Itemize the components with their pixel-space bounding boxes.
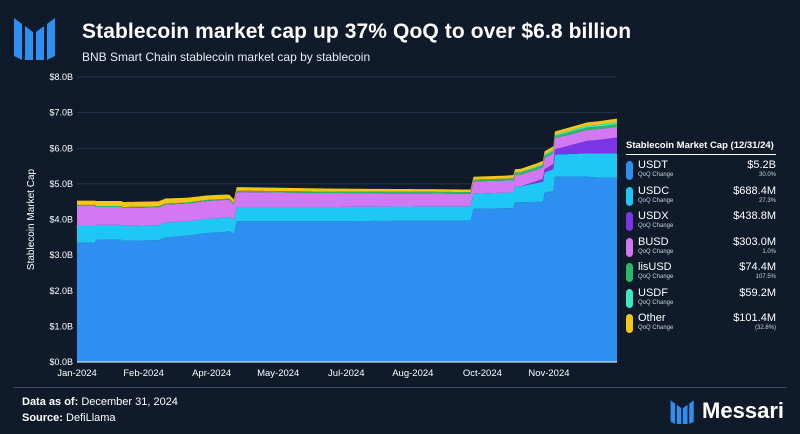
legend-name: Other	[638, 312, 666, 324]
y-tick-label: $4.0B	[49, 215, 73, 225]
legend-change: 1.0%	[762, 248, 776, 255]
legend-value: $5.2B	[747, 159, 776, 171]
y-tick-label: $3.0B	[49, 250, 73, 260]
x-tick-label: May-2024	[257, 368, 299, 379]
brand: Messari	[670, 398, 784, 424]
legend-value: $438.8M	[733, 210, 776, 222]
legend-value: $74.4M	[739, 261, 776, 273]
source: Source: DefiLlama	[22, 412, 116, 424]
legend-sublabel: QoQ Change	[638, 299, 674, 306]
legend-item-usdf: USDF QoQ Change $59.2M	[626, 286, 776, 312]
legend-swatch	[626, 288, 633, 308]
legend-sublabel: QoQ Change	[638, 223, 674, 229]
series-area-busd	[77, 126, 617, 226]
series-area-usdt	[77, 176, 617, 362]
legend-value: $303.0M	[733, 235, 776, 248]
legend-item-usdx: USDX QoQ Change $438.8M	[626, 209, 776, 235]
data-as-of-label: Data as of:	[22, 396, 79, 408]
legend-sublabel: QoQ Change	[638, 197, 674, 204]
legend-swatch	[626, 263, 633, 282]
legend-item-usdt: USDT QoQ Change $5.2B 30.0%	[626, 158, 776, 184]
y-tick-label: $7.0B	[49, 108, 73, 118]
y-tick-label: $6.0B	[49, 143, 73, 153]
legend: Stablecoin Market Cap (12/31/24) USDT QoQ…	[626, 140, 776, 337]
legend-name: USDF	[638, 286, 668, 299]
legend-name: lisUSD	[638, 261, 672, 273]
legend-swatch	[626, 186, 633, 206]
legend-value: $101.4M	[733, 312, 776, 324]
brand-name: Messari	[702, 398, 784, 423]
legend-change: 30.0%	[758, 172, 776, 178]
y-tick-label: $5.0B	[49, 179, 73, 189]
y-tick-label: $1.0B	[49, 321, 73, 331]
legend-name: BUSD	[638, 235, 669, 248]
legend-item-lisusd: lisUSD QoQ Change $74.4M 107.5%	[626, 260, 776, 286]
series-area-usdc	[77, 153, 617, 243]
legend-value: $59.2M	[739, 286, 776, 299]
legend-item-other: Other QoQ Change $101.4M (32.8%)	[626, 311, 776, 337]
data-as-of: Data as of: December 31, 2024	[22, 396, 178, 408]
messari-brand-icon	[670, 400, 694, 424]
y-tick-label: $8.0B	[49, 72, 73, 82]
legend-sublabel: QoQ Change	[638, 172, 674, 178]
footer-divider	[14, 387, 786, 388]
legend-divider	[626, 154, 776, 155]
x-tick-label: Aug-2024	[392, 368, 433, 379]
x-tick-label: Nov-2024	[528, 368, 569, 379]
source-label: Source:	[22, 412, 63, 424]
x-tick-label: Jul-2024	[328, 368, 364, 379]
source-value: DefiLlama	[66, 412, 116, 424]
x-tick-label: Apr-2024	[192, 368, 231, 379]
legend-swatch	[626, 314, 633, 333]
legend-sublabel: QoQ Change	[638, 325, 674, 331]
y-tick-label: $2.0B	[49, 286, 73, 296]
legend-change: (32.8%)	[754, 325, 776, 331]
legend-sublabel: QoQ Change	[638, 274, 674, 280]
legend-item-busd: BUSD QoQ Change $303.0M 1.0%	[626, 235, 776, 261]
chart-subtitle: BNB Smart Chain stablecoin market cap by…	[82, 50, 371, 64]
legend-name: USDT	[638, 159, 668, 171]
chart-title: Stablecoin market cap up 37% QoQ to over…	[82, 20, 632, 43]
legend-item-usdc: USDC QoQ Change $688.4M 27.3%	[626, 184, 776, 210]
legend-name: USDC	[638, 184, 670, 197]
y-tick-label: $0.0B	[49, 357, 73, 367]
data-as-of-value: December 31, 2024	[81, 396, 178, 408]
x-tick-label: Oct-2024	[463, 368, 502, 379]
legend-swatch	[626, 237, 633, 257]
messari-logo-icon	[14, 18, 55, 60]
series-area-other	[77, 118, 617, 208]
legend-sublabel: QoQ Change	[638, 248, 674, 255]
legend-value: $688.4M	[733, 184, 776, 197]
legend-name: USDX	[638, 210, 669, 222]
legend-change: 107.5%	[755, 274, 776, 280]
legend-swatch	[626, 161, 633, 180]
legend-title: Stablecoin Market Cap (12/31/24)	[626, 140, 774, 151]
x-tick-label: Jan-2024	[57, 368, 97, 379]
y-axis-label: Stablecoin Market Cap	[26, 168, 37, 270]
x-tick-label: Feb-2024	[123, 368, 164, 379]
legend-swatch	[626, 212, 633, 231]
legend-change: 27.3%	[758, 197, 776, 204]
